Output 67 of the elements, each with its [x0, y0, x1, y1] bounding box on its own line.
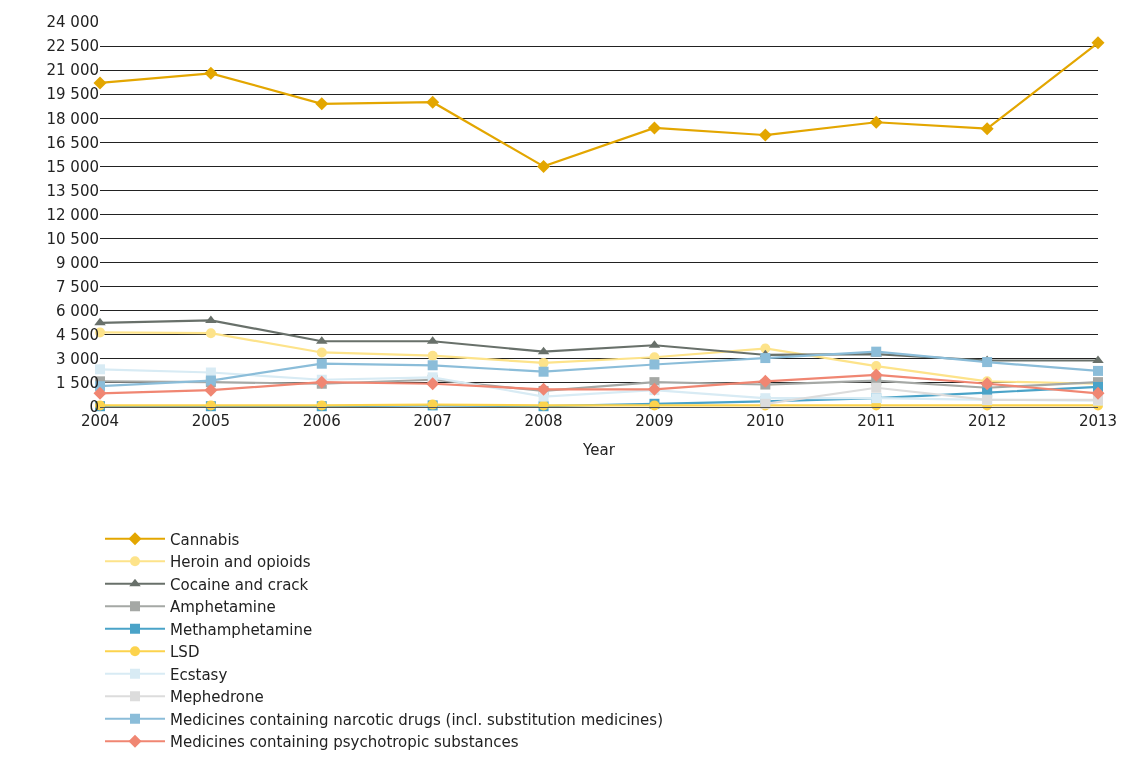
x-tick-label: 2007 [413, 412, 452, 430]
point [758, 128, 772, 142]
point [647, 121, 661, 135]
y-tick-label: 7 500 [56, 277, 99, 296]
point [1091, 36, 1105, 50]
point [94, 317, 106, 326]
point [427, 350, 438, 361]
point [869, 115, 883, 129]
x-tick-label: 2006 [302, 412, 341, 430]
point [426, 95, 440, 109]
point [95, 364, 105, 375]
point [427, 360, 438, 371]
point [426, 377, 440, 391]
y-tick-label: 1 500 [56, 374, 99, 393]
point [93, 386, 107, 400]
legend-label: Methamphetamine [170, 620, 313, 639]
legend-label: Heroin and opioids [170, 553, 311, 572]
x-tick-label: 2008 [524, 412, 563, 430]
legend-label: Medicines containing psychotropic substances [170, 733, 519, 752]
point [538, 357, 549, 368]
point [204, 383, 218, 397]
y-tick-label: 16 500 [46, 133, 99, 152]
y-tick-label: 18 000 [46, 109, 99, 128]
y-tick-label: 21 000 [46, 61, 99, 80]
y-tick-label: 9 000 [56, 253, 99, 272]
point [316, 347, 327, 358]
y-tick-label: 13 500 [46, 181, 99, 200]
y-tick-label: 15 000 [46, 157, 99, 176]
legend-label: Cannabis [170, 530, 240, 549]
point [538, 366, 549, 377]
y-tick-label: 19 500 [46, 85, 99, 104]
x-tick-label: 2009 [635, 412, 674, 430]
x-tick-label: 2010 [746, 412, 785, 430]
point [537, 159, 551, 173]
point [760, 353, 771, 364]
point [980, 377, 994, 391]
y-tick-label: 22 500 [46, 37, 99, 56]
point [869, 368, 883, 382]
legend-label: Medicines containing narcotic drugs (incl. substitution medicines) [170, 710, 663, 729]
y-tick-label: 4 500 [56, 326, 99, 345]
point [871, 382, 882, 393]
x-tick-label: 2011 [857, 412, 896, 430]
point [1093, 365, 1103, 376]
x-tick-label: 2005 [191, 412, 230, 430]
x-tick-label: 2013 [1078, 412, 1118, 430]
point [316, 358, 327, 369]
point [982, 357, 993, 368]
point [980, 122, 994, 136]
point [871, 361, 882, 372]
point [649, 359, 660, 370]
x-tick-label: 2012 [968, 412, 1007, 430]
y-tick-label: 12 000 [46, 205, 99, 224]
y-tick-label: 3 000 [56, 350, 99, 369]
legend-label: Cocaine and crack [170, 575, 309, 594]
legend-label: LSD [170, 643, 200, 662]
legend-label: Mephedrone [170, 688, 264, 707]
point [205, 328, 216, 339]
point [758, 374, 772, 388]
y-tick-label: 24 000 [46, 13, 99, 32]
y-tick-label: 6 000 [56, 302, 99, 320]
point [315, 97, 329, 111]
y-tick-label: 10 500 [46, 229, 99, 248]
point [1091, 386, 1105, 400]
legend-label: Ecstasy [170, 665, 228, 684]
x-axis-title: Year [582, 441, 616, 459]
legend-label: Amphetamine [170, 598, 276, 617]
point [204, 66, 218, 80]
